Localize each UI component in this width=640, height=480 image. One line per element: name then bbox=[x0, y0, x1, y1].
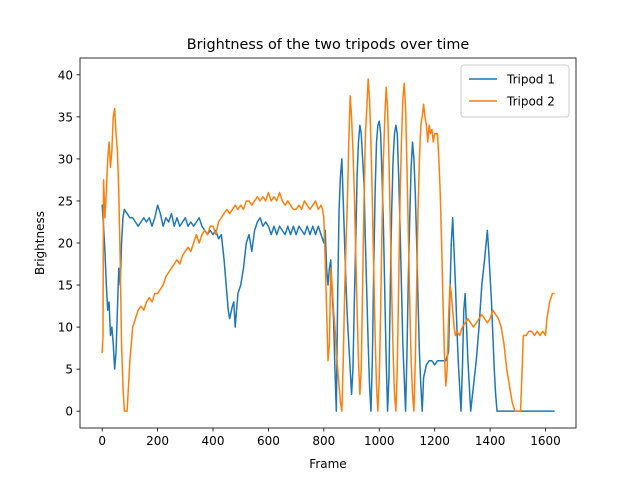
x-axis-label: Frame bbox=[309, 457, 346, 471]
x-axis: 0 200 400 600 800 1000 1200 1400 1600 bbox=[98, 428, 561, 448]
y-tick-label: 40 bbox=[58, 68, 73, 82]
x-tick-label: 600 bbox=[257, 434, 280, 448]
y-tick-label: 35 bbox=[58, 110, 73, 124]
y-tick-label: 25 bbox=[58, 194, 73, 208]
legend-box bbox=[460, 64, 570, 118]
legend-label-2: Tripod 2 bbox=[506, 95, 555, 109]
x-tick-label: 1000 bbox=[364, 434, 395, 448]
series-line-1 bbox=[101, 120, 555, 412]
y-tick-label: 15 bbox=[58, 279, 73, 293]
plot-area bbox=[101, 78, 555, 412]
y-tick-label: 10 bbox=[58, 321, 73, 335]
y-tick-label: 0 bbox=[65, 405, 73, 419]
chart-title: Brightness of the two tripods over time bbox=[187, 37, 470, 53]
x-tick-label: 1600 bbox=[530, 434, 561, 448]
x-tick-label: 400 bbox=[202, 434, 225, 448]
x-tick-label: 0 bbox=[98, 434, 106, 448]
legend: Tripod 1 Tripod 2 bbox=[460, 64, 570, 118]
x-tick-label: 1400 bbox=[475, 434, 506, 448]
y-axis-label: Brightness bbox=[33, 211, 47, 275]
legend-label-1: Tripod 1 bbox=[506, 73, 555, 87]
x-tick-label: 1200 bbox=[419, 434, 450, 448]
y-tick-label: 5 bbox=[65, 363, 73, 377]
series-line-2 bbox=[101, 78, 555, 412]
y-axis: 0 5 10 15 20 25 30 35 40 bbox=[58, 68, 80, 419]
y-tick-label: 20 bbox=[58, 237, 73, 251]
y-tick-label: 30 bbox=[58, 152, 73, 166]
x-tick-label: 800 bbox=[312, 434, 335, 448]
x-tick-label: 200 bbox=[146, 434, 169, 448]
